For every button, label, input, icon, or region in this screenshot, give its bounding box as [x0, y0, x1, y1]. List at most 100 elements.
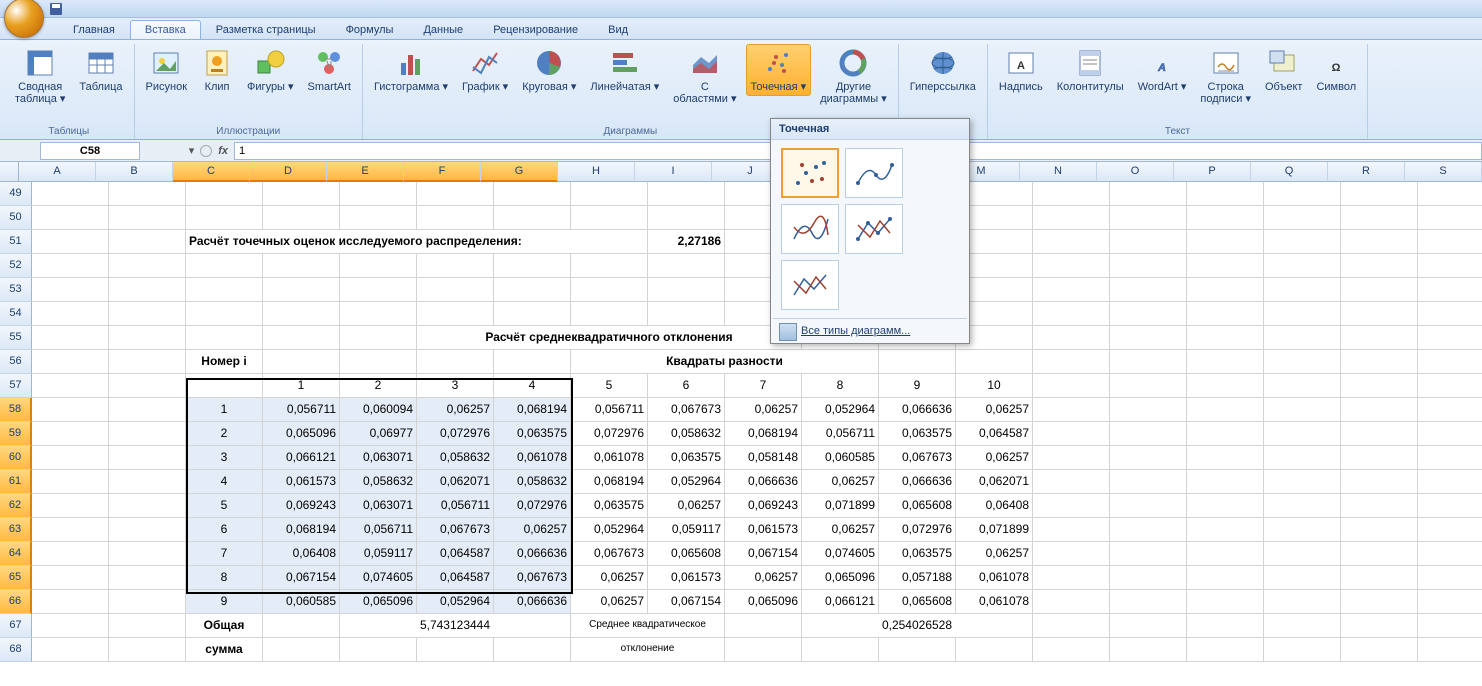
cell-S53[interactable] — [1418, 278, 1482, 302]
col-header-H[interactable]: H — [558, 162, 635, 182]
scatter-markers-option[interactable] — [781, 148, 839, 198]
cell-F65[interactable]: 0,064587 — [417, 566, 494, 590]
cell-O50[interactable] — [1110, 206, 1187, 230]
cell-D53[interactable] — [263, 278, 340, 302]
cell-K61[interactable]: 0,06257 — [802, 470, 879, 494]
cell-N59[interactable] — [1033, 422, 1110, 446]
cell-A58[interactable] — [32, 398, 109, 422]
cell-P64[interactable] — [1187, 542, 1264, 566]
scatter-lines-option[interactable] — [781, 260, 839, 310]
cell-O66[interactable] — [1110, 590, 1187, 614]
cell-B63[interactable] — [109, 518, 186, 542]
cell-B56[interactable] — [109, 350, 186, 374]
ribbon-btn-pie[interactable]: Круговая ▾ — [517, 44, 581, 96]
row-header-63[interactable]: 63 — [0, 518, 32, 542]
col-header-Q[interactable]: Q — [1251, 162, 1328, 182]
cell-H56[interactable]: Квадраты разности — [571, 350, 879, 374]
cell-C54[interactable] — [186, 302, 263, 326]
cell-G58[interactable]: 0,068194 — [494, 398, 571, 422]
ribbon-btn-hbar[interactable]: Линейчатая ▾ — [585, 44, 664, 96]
cell-H63[interactable]: 0,052964 — [571, 518, 648, 542]
ribbon-btn-other[interactable]: Другие диаграммы ▾ — [815, 44, 892, 108]
cell-F62[interactable]: 0,056711 — [417, 494, 494, 518]
cell-C62[interactable]: 5 — [186, 494, 263, 518]
cell-C58[interactable]: 1 — [186, 398, 263, 422]
cell-G62[interactable]: 0,072976 — [494, 494, 571, 518]
cell-H67[interactable]: Среднее квадратическое — [571, 614, 725, 638]
row-header-59[interactable]: 59 — [0, 422, 32, 446]
cell-K66[interactable]: 0,066121 — [802, 590, 879, 614]
cell-L59[interactable]: 0,063575 — [879, 422, 956, 446]
cell-I65[interactable]: 0,061573 — [648, 566, 725, 590]
select-all-corner[interactable] — [0, 162, 19, 182]
cell-H68[interactable]: отклонение — [571, 638, 725, 662]
cell-I58[interactable]: 0,067673 — [648, 398, 725, 422]
cell-S51[interactable] — [1418, 230, 1482, 254]
cell-H66[interactable]: 0,06257 — [571, 590, 648, 614]
cell-S49[interactable] — [1418, 182, 1482, 206]
col-header-C[interactable]: C — [173, 162, 250, 182]
cell-N52[interactable] — [1033, 254, 1110, 278]
cell-L56[interactable] — [879, 350, 956, 374]
cell-O67[interactable] — [1110, 614, 1187, 638]
cell-C59[interactable]: 2 — [186, 422, 263, 446]
cell-D56[interactable] — [263, 350, 340, 374]
cell-A53[interactable] — [32, 278, 109, 302]
col-header-R[interactable]: R — [1328, 162, 1405, 182]
cell-R57[interactable] — [1341, 374, 1418, 398]
cell-R59[interactable] — [1341, 422, 1418, 446]
cell-M65[interactable]: 0,061078 — [956, 566, 1033, 590]
cell-R67[interactable] — [1341, 614, 1418, 638]
cell-I54[interactable] — [648, 302, 725, 326]
cell-S64[interactable] — [1418, 542, 1482, 566]
cell-I62[interactable]: 0,06257 — [648, 494, 725, 518]
cell-K67[interactable]: 0,254026528 — [802, 614, 1033, 638]
cell-K63[interactable]: 0,06257 — [802, 518, 879, 542]
cell-L64[interactable]: 0,063575 — [879, 542, 956, 566]
cell-M58[interactable]: 0,06257 — [956, 398, 1033, 422]
cell-D52[interactable] — [263, 254, 340, 278]
cell-A50[interactable] — [32, 206, 109, 230]
cell-J58[interactable]: 0,06257 — [725, 398, 802, 422]
cell-S67[interactable] — [1418, 614, 1482, 638]
cell-A59[interactable] — [32, 422, 109, 446]
cell-I49[interactable] — [648, 182, 725, 206]
cell-P51[interactable] — [1187, 230, 1264, 254]
cell-N55[interactable] — [1033, 326, 1110, 350]
cell-F59[interactable]: 0,072976 — [417, 422, 494, 446]
cell-I52[interactable] — [648, 254, 725, 278]
cell-J57[interactable]: 7 — [725, 374, 802, 398]
cell-Q51[interactable] — [1264, 230, 1341, 254]
cell-A61[interactable] — [32, 470, 109, 494]
cell-M68[interactable] — [956, 638, 1033, 662]
ribbon-btn-textbox[interactable]: AНадпись — [994, 44, 1048, 96]
cell-G60[interactable]: 0,061078 — [494, 446, 571, 470]
cell-O57[interactable] — [1110, 374, 1187, 398]
cell-H59[interactable]: 0,072976 — [571, 422, 648, 446]
col-header-S[interactable]: S — [1405, 162, 1482, 182]
cell-E50[interactable] — [340, 206, 417, 230]
cell-J60[interactable]: 0,058148 — [725, 446, 802, 470]
cell-Q50[interactable] — [1264, 206, 1341, 230]
cell-F53[interactable] — [417, 278, 494, 302]
cell-O60[interactable] — [1110, 446, 1187, 470]
col-header-E[interactable]: E — [327, 162, 404, 182]
cell-S56[interactable] — [1418, 350, 1482, 374]
cell-O51[interactable] — [1110, 230, 1187, 254]
cell-P56[interactable] — [1187, 350, 1264, 374]
cell-G64[interactable]: 0,066636 — [494, 542, 571, 566]
cell-B52[interactable] — [109, 254, 186, 278]
cell-K59[interactable]: 0,056711 — [802, 422, 879, 446]
cell-R55[interactable] — [1341, 326, 1418, 350]
cell-N51[interactable] — [1033, 230, 1110, 254]
cell-P50[interactable] — [1187, 206, 1264, 230]
cell-O56[interactable] — [1110, 350, 1187, 374]
row-header-53[interactable]: 53 — [0, 278, 32, 302]
cell-R63[interactable] — [1341, 518, 1418, 542]
cell-R66[interactable] — [1341, 590, 1418, 614]
cell-N63[interactable] — [1033, 518, 1110, 542]
cell-K65[interactable]: 0,065096 — [802, 566, 879, 590]
row-header-54[interactable]: 54 — [0, 302, 32, 326]
cell-L65[interactable]: 0,057188 — [879, 566, 956, 590]
cell-C65[interactable]: 8 — [186, 566, 263, 590]
